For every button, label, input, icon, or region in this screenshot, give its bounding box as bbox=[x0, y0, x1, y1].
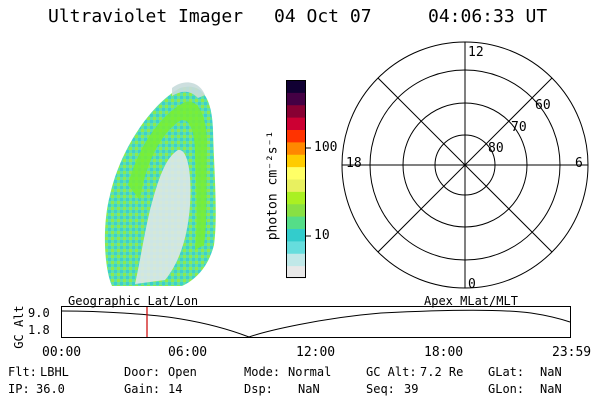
info-gcalt-label: GC Alt: bbox=[366, 365, 417, 379]
instrument-title: Ultraviolet Imager bbox=[48, 6, 244, 27]
mlt-label-6: 6 bbox=[575, 156, 583, 171]
timeline-x-tick-0: 00:00 bbox=[42, 345, 82, 360]
colorbar-swatch bbox=[286, 240, 306, 254]
colorbar bbox=[286, 80, 311, 279]
info-door-label: Door: bbox=[124, 365, 161, 379]
time-label: 04:06:33 UT bbox=[428, 6, 548, 27]
colorbar-frame bbox=[286, 80, 306, 278]
colorbar-swatch bbox=[286, 117, 306, 130]
colorbar-swatch bbox=[286, 141, 306, 155]
colorbar-swatch bbox=[286, 253, 306, 267]
timeline-y-tick-high: 9.0 bbox=[28, 306, 50, 320]
colorbar-swatch bbox=[286, 203, 306, 217]
altitude-curve bbox=[61, 309, 571, 338]
colorbar-tick-100: 100 bbox=[314, 140, 338, 155]
lat-label-60: 60 bbox=[535, 98, 551, 113]
timeline-frame bbox=[61, 306, 571, 338]
timeline-x-tick-2: 12:00 bbox=[296, 345, 336, 360]
polar-plot bbox=[341, 41, 589, 289]
mlt-label-0: 0 bbox=[468, 277, 476, 292]
info-glat-value: NaN bbox=[540, 365, 562, 379]
colorbar-swatch bbox=[286, 92, 306, 106]
info-seq-value: 39 bbox=[404, 382, 419, 396]
info-dsp-value: NaN bbox=[298, 382, 320, 396]
timeline-right-label: Apex MLat/MLT bbox=[424, 294, 518, 308]
colorbar-swatch bbox=[286, 228, 306, 242]
timeline-y-axis-label: GC Alt bbox=[12, 305, 26, 349]
info-glat-label: GLat: bbox=[488, 365, 525, 379]
info-gain-label: Gain: bbox=[124, 382, 161, 396]
colorbar-swatch bbox=[286, 216, 306, 229]
date-label: 04 Oct 07 bbox=[274, 6, 372, 27]
aurora-core bbox=[135, 149, 191, 284]
info-glon-value: NaN bbox=[540, 382, 562, 396]
lat-label-80: 80 bbox=[488, 141, 504, 156]
mlt-label-18: 18 bbox=[346, 156, 362, 171]
colorbar-swatch bbox=[286, 104, 306, 118]
mlt-label-12: 12 bbox=[468, 45, 484, 60]
info-glon-label: GLon: bbox=[488, 382, 525, 396]
aurora-glow bbox=[172, 82, 205, 98]
info-ip-value: 36.0 bbox=[36, 382, 65, 396]
info-flt-label: Flt: bbox=[8, 365, 37, 379]
colorbar-swatch bbox=[286, 80, 306, 93]
info-ip-label: IP: bbox=[8, 382, 30, 396]
info-door-value: Open bbox=[168, 365, 197, 379]
aurora-green-band bbox=[128, 101, 208, 250]
timeline-x-tick-4: 23:59 bbox=[552, 345, 592, 360]
colorbar-swatch bbox=[286, 129, 306, 143]
colorbar-swatch bbox=[286, 191, 306, 205]
colorbar-swatch bbox=[286, 166, 306, 180]
timeline-plot bbox=[61, 306, 571, 338]
info-mode-value: Normal bbox=[288, 365, 332, 379]
polar-diagonal-2 bbox=[377, 77, 553, 253]
timeline-left-label: Geographic Lat/Lon bbox=[68, 294, 199, 308]
info-gcalt-value: 7.2 Re bbox=[420, 365, 464, 379]
info-seq-label: Seq: bbox=[366, 382, 395, 396]
timeline-x-tick-3: 18:00 bbox=[424, 345, 464, 360]
timeline-x-tick-1: 06:00 bbox=[168, 345, 208, 360]
info-gain-value: 14 bbox=[168, 382, 183, 396]
colorbar-tick-10: 10 bbox=[314, 228, 330, 243]
colorbar-swatch bbox=[286, 265, 306, 279]
info-mode-label: Mode: bbox=[244, 365, 281, 379]
colorbar-unit-label: photon cm⁻²s⁻¹ bbox=[265, 130, 281, 241]
info-flt-value: LBHL bbox=[40, 365, 69, 379]
colorbar-swatch bbox=[286, 154, 306, 168]
info-dsp-label: Dsp: bbox=[244, 382, 273, 396]
lat-label-70: 70 bbox=[511, 120, 527, 135]
timeline-y-tick-low: 1.8 bbox=[28, 323, 50, 337]
colorbar-swatch bbox=[286, 179, 306, 192]
